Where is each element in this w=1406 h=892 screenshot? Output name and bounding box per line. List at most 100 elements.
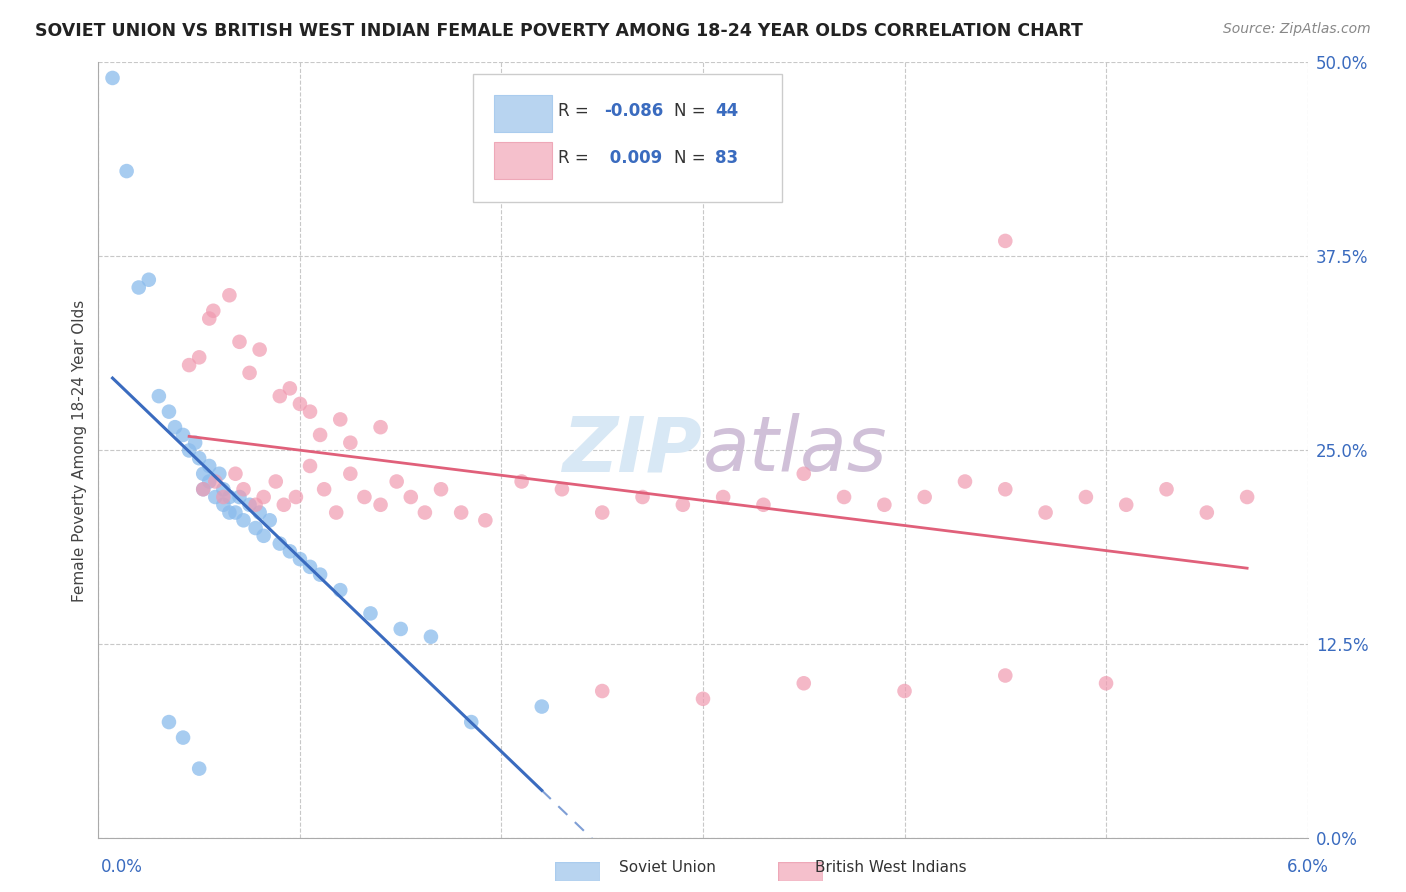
- Point: [460, 715, 482, 730]
- Point: [711, 490, 734, 504]
- Point: [893, 684, 915, 698]
- Point: [179, 358, 201, 372]
- Point: [212, 490, 235, 504]
- Point: [245, 498, 267, 512]
- Point: [299, 458, 322, 473]
- Point: [1195, 506, 1218, 520]
- Point: [1095, 676, 1118, 690]
- Point: [288, 552, 311, 566]
- FancyBboxPatch shape: [494, 142, 551, 178]
- Point: [591, 506, 613, 520]
- Point: [188, 762, 211, 776]
- Point: [389, 622, 412, 636]
- Point: [450, 506, 472, 520]
- Point: [212, 498, 235, 512]
- Text: N =: N =: [673, 149, 711, 167]
- Point: [249, 506, 271, 520]
- Text: 0.009: 0.009: [603, 149, 662, 167]
- Point: [148, 389, 170, 403]
- Point: [329, 583, 352, 598]
- Y-axis label: Female Poverty Among 18-24 Year Olds: Female Poverty Among 18-24 Year Olds: [72, 300, 87, 601]
- Point: [198, 311, 221, 326]
- Point: [672, 498, 695, 512]
- Point: [218, 506, 240, 520]
- Point: [399, 490, 422, 504]
- Point: [193, 483, 215, 497]
- Point: [208, 467, 231, 481]
- Point: [309, 428, 332, 442]
- Point: [299, 560, 322, 574]
- Point: [273, 498, 295, 512]
- Text: N =: N =: [673, 103, 711, 120]
- Point: [692, 691, 714, 706]
- Point: [385, 475, 408, 489]
- Point: [299, 405, 322, 419]
- Text: SOVIET UNION VS BRITISH WEST INDIAN FEMALE POVERTY AMONG 18-24 YEAR OLDS CORRELA: SOVIET UNION VS BRITISH WEST INDIAN FEMA…: [35, 22, 1083, 40]
- Point: [218, 288, 240, 302]
- Text: 0.0%: 0.0%: [101, 858, 143, 876]
- Point: [329, 412, 352, 426]
- Point: [873, 498, 896, 512]
- Point: [325, 506, 347, 520]
- Point: [138, 273, 160, 287]
- Text: Source: ZipAtlas.com: Source: ZipAtlas.com: [1223, 22, 1371, 37]
- Point: [193, 483, 215, 497]
- FancyBboxPatch shape: [778, 862, 823, 881]
- Point: [253, 490, 276, 504]
- Point: [474, 513, 496, 527]
- Point: [370, 420, 392, 434]
- Point: [198, 475, 221, 489]
- Point: [631, 490, 654, 504]
- Point: [157, 405, 180, 419]
- Point: [259, 513, 281, 527]
- Point: [224, 467, 246, 481]
- Point: [278, 381, 301, 395]
- Point: [1115, 498, 1137, 512]
- Point: [370, 498, 392, 512]
- Point: [360, 607, 382, 621]
- Point: [1035, 506, 1057, 520]
- Point: [284, 490, 307, 504]
- Point: [188, 451, 211, 466]
- Point: [288, 397, 311, 411]
- Point: [591, 684, 613, 698]
- Point: [239, 498, 262, 512]
- Point: [339, 467, 361, 481]
- Point: [994, 483, 1017, 497]
- Point: [793, 467, 815, 481]
- Point: [510, 475, 533, 489]
- Text: 83: 83: [716, 149, 738, 167]
- Point: [339, 435, 361, 450]
- Point: [128, 280, 150, 294]
- Point: [264, 475, 287, 489]
- Point: [172, 731, 194, 745]
- Text: Soviet Union: Soviet Union: [619, 861, 716, 875]
- Point: [430, 483, 453, 497]
- Point: [1236, 490, 1258, 504]
- Point: [278, 544, 301, 558]
- Point: [232, 483, 254, 497]
- Point: [353, 490, 375, 504]
- Point: [309, 567, 332, 582]
- FancyBboxPatch shape: [474, 74, 782, 202]
- Text: 6.0%: 6.0%: [1286, 858, 1329, 876]
- Point: [314, 483, 336, 497]
- Point: [204, 490, 226, 504]
- Point: [914, 490, 936, 504]
- Point: [1156, 483, 1178, 497]
- Point: [551, 483, 574, 497]
- Point: [752, 498, 775, 512]
- Point: [228, 490, 250, 504]
- Point: [204, 475, 226, 489]
- Point: [218, 490, 240, 504]
- Point: [232, 513, 254, 527]
- Point: [953, 475, 976, 489]
- Point: [793, 676, 815, 690]
- Point: [994, 234, 1017, 248]
- Point: [198, 458, 221, 473]
- Point: [163, 420, 186, 434]
- Point: [249, 343, 271, 357]
- Point: [224, 506, 246, 520]
- Point: [239, 366, 262, 380]
- Text: R =: R =: [558, 149, 593, 167]
